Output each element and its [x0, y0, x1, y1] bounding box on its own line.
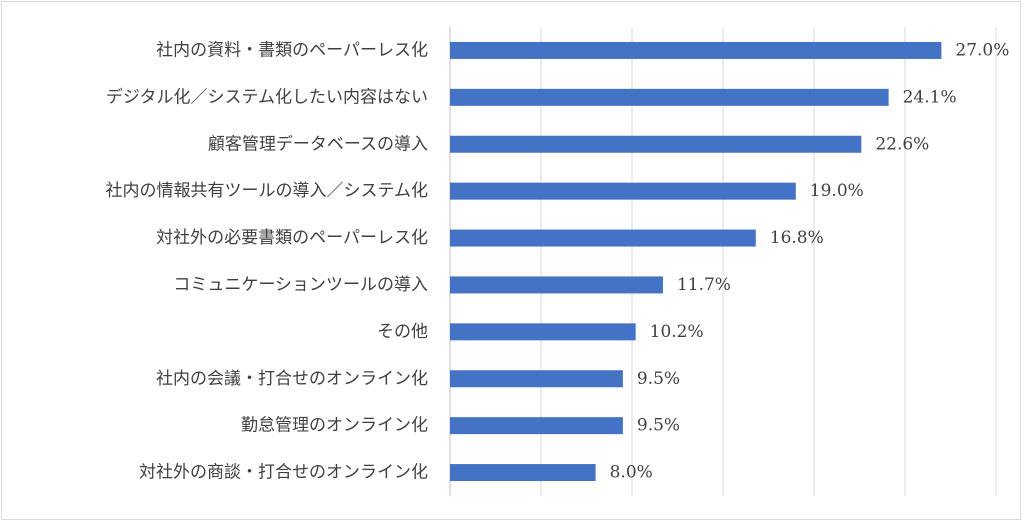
bar-9	[450, 464, 596, 482]
bar-0	[450, 41, 942, 59]
category-label-1: デジタル化／システム化したい内容はない	[106, 86, 428, 107]
bar-2	[450, 135, 862, 153]
category-label-3: 社内の情報共有ツールの導入／システム化	[106, 181, 429, 201]
category-label-2: 顧客管理データベースの導入	[208, 133, 428, 154]
category-label-9: 対社外の商談・打合せのオンライン化	[139, 463, 428, 483]
value-label-3: 19.0%	[810, 181, 864, 201]
value-label-4: 16.8%	[770, 228, 824, 248]
bar-7	[450, 370, 623, 388]
value-label-0: 27.0%	[955, 40, 1009, 60]
bar-3	[450, 182, 796, 200]
category-label-7: 社内の会議・打合せのオンライン化	[156, 369, 428, 389]
category-labels: 社内の資料・書類のペーパーレス化デジタル化／システム化したい内容はない顧客管理デ…	[106, 40, 429, 482]
bar-6	[450, 323, 636, 341]
value-label-6: 10.2%	[650, 322, 704, 342]
category-label-0: 社内の資料・書類のペーパーレス化	[156, 40, 428, 60]
bar-4	[450, 229, 756, 247]
value-label-9: 8.0%	[610, 463, 653, 483]
bar-1	[450, 88, 889, 106]
value-label-1: 24.1%	[903, 87, 957, 107]
bars	[450, 41, 942, 482]
value-labels: 27.0% 24.1% 22.6% 19.0% 16.8% 11.7% 10.2% 9.5% 9…	[610, 40, 1010, 482]
value-label-8: 9.5%	[637, 416, 680, 436]
value-label-5: 11.7%	[677, 275, 731, 295]
category-label-4: 対社外の必要書類のペーパーレス化	[156, 228, 428, 248]
category-label-5: コミュニケーションツールの導入	[173, 275, 428, 295]
value-label-2: 22.6%	[875, 134, 929, 154]
bar-8	[450, 417, 623, 435]
category-label-6: その他	[377, 322, 428, 342]
value-label-7: 9.5%	[637, 369, 680, 389]
bar-5	[450, 276, 663, 294]
category-label-8: 勤怠管理のオンライン化	[241, 416, 428, 436]
